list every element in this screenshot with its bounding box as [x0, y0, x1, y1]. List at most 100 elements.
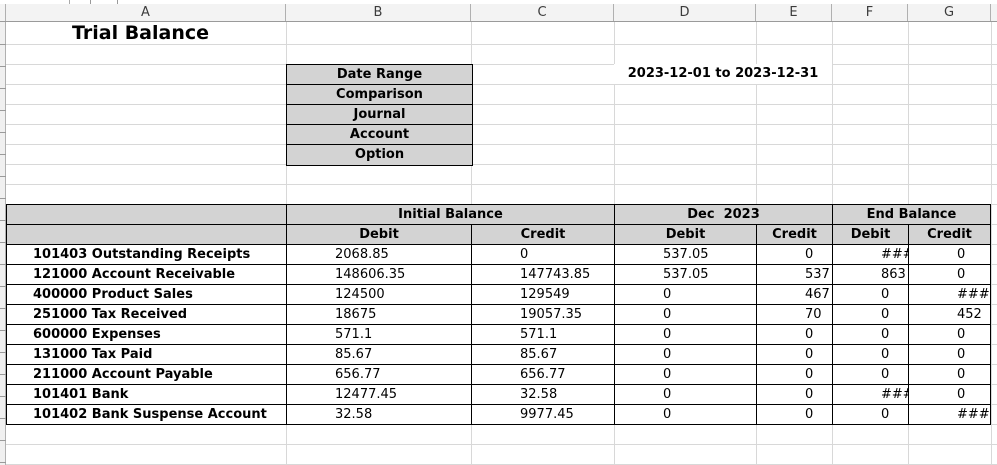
subheader-period-debit[interactable]: Debit — [615, 225, 757, 245]
initial-debit-cell[interactable]: 18675 — [287, 305, 472, 325]
initial-credit-cell[interactable]: 9977.45 — [472, 405, 615, 425]
period-credit-cell[interactable]: 0 — [757, 325, 833, 345]
table-row: 101401 Bank 12477.45 32.58 0 0 #### 0 — [7, 385, 991, 405]
initial-credit-cell[interactable]: 129549 — [472, 285, 615, 305]
period-debit-cell[interactable]: 0 — [615, 365, 757, 385]
end-debit-cell[interactable]: #### — [833, 245, 909, 265]
period-credit-cell[interactable]: 0 — [757, 345, 833, 365]
end-debit-cell[interactable]: 0 — [833, 345, 909, 365]
group-header-end-balance[interactable]: End Balance — [833, 205, 991, 225]
end-credit-cell[interactable]: 0 — [909, 365, 991, 385]
period-credit-cell[interactable]: 0 — [757, 365, 833, 385]
date-range-value-cell[interactable]: 2023-12-01 to 2023-12-31 — [614, 64, 832, 84]
select-all-corner[interactable] — [0, 4, 6, 21]
period-debit-cell[interactable]: 0 — [615, 285, 757, 305]
initial-credit-cell[interactable]: 656.77 — [472, 365, 615, 385]
toolbar-remnant-strip — [0, 0, 997, 4]
filter-cell-journal[interactable]: Journal — [287, 105, 472, 125]
column-header-e[interactable]: E — [756, 4, 832, 21]
account-cell[interactable]: 121000 Account Receivable — [7, 265, 287, 285]
period-credit-cell[interactable]: 0 — [757, 385, 833, 405]
initial-credit-cell[interactable]: 85.67 — [472, 345, 615, 365]
table-subheader-row: Debit Credit Debit Credit Debit Credit — [7, 225, 991, 245]
initial-debit-cell[interactable]: 656.77 — [287, 365, 472, 385]
period-debit-cell[interactable]: 0 — [615, 325, 757, 345]
end-debit-cell[interactable]: 0 — [833, 365, 909, 385]
subheader-end-debit[interactable]: Debit — [833, 225, 909, 245]
end-credit-cell[interactable]: #### — [909, 405, 991, 425]
account-cell[interactable]: 101401 Bank — [7, 385, 287, 405]
initial-credit-cell[interactable]: 147743.85 — [472, 265, 615, 285]
end-credit-cell[interactable]: 0 — [909, 265, 991, 285]
end-credit-cell[interactable]: 0 — [909, 385, 991, 405]
period-debit-cell[interactable]: 537.05 — [615, 265, 757, 285]
account-cell[interactable]: 600000 Expenses — [7, 325, 287, 345]
account-cell[interactable]: 101403 Outstanding Receipts — [7, 245, 287, 265]
subheader-initial-credit[interactable]: Credit — [472, 225, 615, 245]
initial-credit-cell[interactable]: 19057.35 — [472, 305, 615, 325]
period-credit-cell[interactable]: 70 — [757, 305, 833, 325]
initial-debit-cell[interactable]: 85.67 — [287, 345, 472, 365]
filter-cell-account[interactable]: Account — [287, 125, 472, 145]
account-cell[interactable]: 211000 Account Payable — [7, 365, 287, 385]
end-credit-cell[interactable]: #### — [909, 285, 991, 305]
account-cell[interactable]: 251000 Tax Received — [7, 305, 287, 325]
column-header-f[interactable]: F — [832, 4, 908, 21]
group-header-empty-cell[interactable] — [7, 205, 287, 225]
account-cell[interactable]: 400000 Product Sales — [7, 285, 287, 305]
initial-debit-cell[interactable]: 571.1 — [287, 325, 472, 345]
table-group-header-row: Initial Balance Dec 2023 End Balance — [7, 205, 991, 225]
initial-debit-cell[interactable]: 32.58 — [287, 405, 472, 425]
initial-debit-cell[interactable]: 148606.35 — [287, 265, 472, 285]
table-row: 400000 Product Sales 124500 129549 0 467… — [7, 285, 991, 305]
end-credit-cell[interactable]: 452 — [909, 305, 991, 325]
account-cell[interactable]: 101402 Bank Suspense Account — [7, 405, 287, 425]
trial-balance-table: Initial Balance Dec 2023 End Balance Deb… — [6, 204, 991, 425]
period-debit-cell[interactable]: 0 — [615, 405, 757, 425]
end-credit-cell[interactable]: 0 — [909, 345, 991, 365]
end-credit-cell[interactable]: 0 — [909, 325, 991, 345]
group-header-period[interactable]: Dec 2023 — [615, 205, 833, 225]
end-debit-cell[interactable]: 0 — [833, 325, 909, 345]
period-debit-cell[interactable]: 0 — [615, 305, 757, 325]
initial-credit-cell[interactable]: 32.58 — [472, 385, 615, 405]
end-debit-cell[interactable]: #### — [833, 385, 909, 405]
filter-cell-date-range[interactable]: Date Range — [287, 65, 472, 85]
period-credit-cell[interactable]: 467 — [757, 285, 833, 305]
group-header-initial-balance[interactable]: Initial Balance — [287, 205, 615, 225]
period-credit-cell[interactable]: 537 — [757, 265, 833, 285]
filter-cell-option[interactable]: Option — [354, 147, 405, 162]
column-header-b[interactable]: B — [286, 4, 471, 21]
period-debit-cell[interactable]: 537.05 — [615, 245, 757, 265]
name-box-remnant — [90, 0, 118, 4]
initial-credit-cell[interactable]: 571.1 — [472, 325, 615, 345]
period-debit-cell[interactable]: 0 — [615, 345, 757, 365]
subheader-initial-debit[interactable]: Debit — [287, 225, 472, 245]
subheader-period-credit[interactable]: Credit — [757, 225, 833, 245]
table-row: 131000 Tax Paid 85.67 85.67 0 0 0 0 — [7, 345, 991, 365]
column-header-a[interactable]: A — [6, 4, 286, 21]
initial-debit-cell[interactable]: 124500 — [287, 285, 472, 305]
period-credit-cell[interactable]: 0 — [757, 245, 833, 265]
end-debit-cell[interactable]: 0 — [833, 285, 909, 305]
initial-debit-cell[interactable]: 2068.85 — [287, 245, 472, 265]
period-debit-cell[interactable]: 0 — [615, 385, 757, 405]
toolbar-remnant-tick — [69, 0, 70, 4]
column-header-d[interactable]: D — [614, 4, 756, 21]
filter-cell-comparison[interactable]: Comparison — [287, 85, 472, 105]
subheader-end-credit[interactable]: Credit — [909, 225, 991, 245]
end-debit-cell[interactable]: 0 — [833, 305, 909, 325]
account-cell[interactable]: 131000 Tax Paid — [7, 345, 287, 365]
table-row: 211000 Account Payable 656.77 656.77 0 0… — [7, 365, 991, 385]
column-header-c[interactable]: C — [471, 4, 614, 21]
end-debit-cell[interactable]: 0 — [833, 405, 909, 425]
report-title-cell[interactable]: Trial Balance — [72, 22, 210, 44]
initial-credit-cell[interactable]: 0 — [472, 245, 615, 265]
period-credit-cell[interactable]: 0 — [757, 405, 833, 425]
column-header-g[interactable]: G — [908, 4, 991, 21]
subheader-empty-cell[interactable] — [7, 225, 287, 245]
initial-debit-cell[interactable]: 12477.45 — [287, 385, 472, 405]
end-credit-cell[interactable]: 0 — [909, 245, 991, 265]
end-debit-cell[interactable]: 863 — [833, 265, 909, 285]
